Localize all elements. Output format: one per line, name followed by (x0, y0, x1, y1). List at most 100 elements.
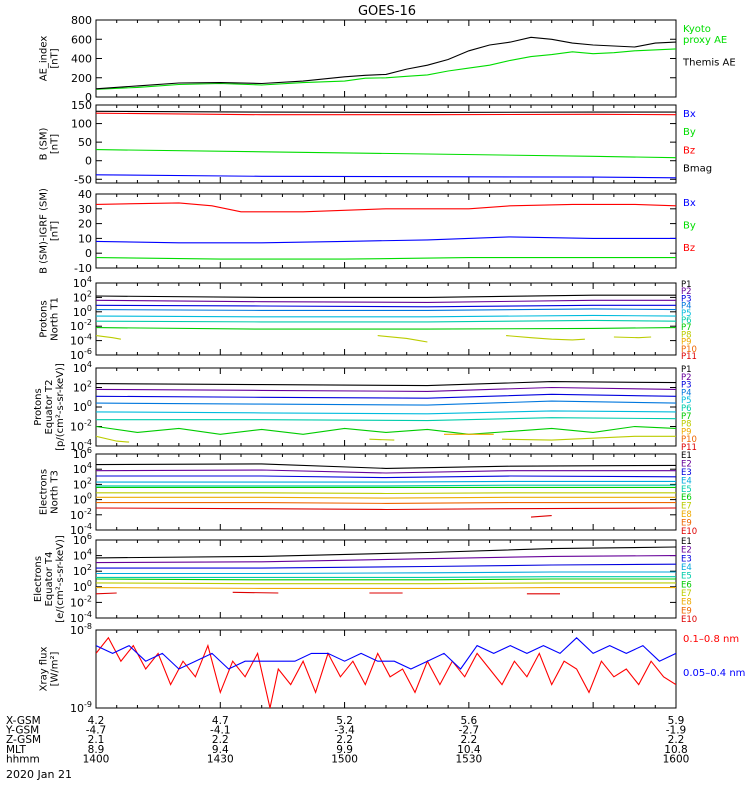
legend-P9: P9 (681, 427, 692, 437)
legend-E7: E7 (681, 502, 692, 512)
legend-0.05–0.4-nm: 0.05–0.4 nm (683, 668, 745, 679)
legend-Bmag: Bmag (683, 163, 712, 174)
legend-P1: P1 (681, 365, 692, 375)
ephemeris-value: 4.7 (212, 715, 229, 727)
ephemeris-value: 9.9 (336, 744, 353, 756)
y-tick-label: 50 (78, 136, 92, 149)
ephemeris-value: 10.8 (664, 744, 687, 756)
y-tick-label: 10-2 (70, 419, 92, 434)
series-line-P8c (501, 435, 676, 441)
ephemeris-value: 2.2 (212, 734, 229, 746)
ephemeris-value: 1530 (455, 753, 482, 765)
y-tick-label: 104 (73, 548, 92, 563)
series-line-P7 (96, 425, 676, 435)
legend-Bz: Bz (683, 145, 695, 156)
ephemeris-value: 8.9 (88, 744, 105, 756)
series-line-P2 (96, 386, 676, 392)
series-line-E5 (96, 576, 676, 578)
series-line-P1 (96, 294, 676, 298)
panel-frame-2 (95, 193, 677, 269)
legend-E1: E1 (681, 537, 692, 547)
y-tick-label: 400 (71, 53, 92, 66)
legend-By: By (683, 127, 696, 138)
y-tick-label: 100 (73, 304, 92, 319)
ephemeris-value: -4.7 (86, 725, 107, 737)
ephemeris-value: 2.2 (668, 734, 685, 746)
legend-P4: P4 (681, 302, 692, 312)
legend-P3: P3 (681, 381, 692, 391)
y-tick-label: 102 (73, 289, 92, 304)
ephemeris-value: 4.2 (88, 715, 105, 727)
series-line-P4 (96, 308, 676, 311)
series-line-P5 (96, 314, 676, 318)
series-line-E10a (96, 592, 117, 595)
series-line-Kyoto-proxy-AE (96, 48, 676, 90)
legend-Kyoto-proxy-AE: Kyoto proxy AE (683, 24, 727, 46)
y-axis-label: B (SM)-IGRF (SM)[nT] (39, 188, 61, 274)
series-line-E9 (96, 502, 676, 504)
y-tick-label: 0 (85, 91, 92, 104)
legend-P2: P2 (681, 287, 692, 297)
panel-frame-3 (95, 282, 677, 356)
series-line-0.05-0.4-nm (96, 637, 676, 670)
series-line-P2 (96, 299, 676, 303)
y-tick-label: 106 (73, 532, 92, 547)
panel-frame-4 (95, 367, 677, 447)
ephemeris-value: 9.4 (212, 744, 229, 756)
legend-Bz: Bz (683, 243, 695, 254)
series-line-E4 (96, 480, 676, 483)
ephemeris-value: 1500 (331, 753, 358, 765)
series-line-P4 (96, 400, 676, 406)
legend-E2: E2 (681, 459, 692, 469)
y-axis-label: Xray flux[W/m²] (39, 647, 61, 692)
series-line-P8 (96, 335, 121, 340)
panel-frame-0 (95, 19, 677, 98)
series-line-Bz (96, 112, 676, 116)
legend-P6: P6 (681, 404, 692, 414)
series-line-E4 (96, 571, 676, 575)
series-line-E2 (96, 469, 676, 474)
y-tick-label: 20 (78, 218, 92, 231)
y-tick-label: 10-4 (70, 333, 92, 348)
y-axis-label: ProtonsEquator T2[p/(cm²-s-sr-keV)] (33, 363, 66, 451)
series-line-E7 (96, 492, 676, 495)
legend-E7: E7 (681, 589, 692, 599)
series-line-E10b (530, 515, 552, 518)
y-tick-label: 100 (71, 118, 92, 131)
legend-P7: P7 (681, 323, 692, 333)
legend-By: By (683, 220, 696, 231)
y-axis-label: B (SM)[nT] (39, 127, 61, 160)
legend-P3: P3 (681, 294, 692, 304)
y-tick-label: 0 (85, 155, 92, 168)
legend-E1: E1 (681, 451, 692, 461)
legend-Themis-AE: Themis AE (682, 57, 736, 68)
series-line-0.1-0.8-nm (96, 636, 676, 708)
y-tick-label: 10-4 (70, 610, 92, 625)
legend-E3: E3 (681, 468, 692, 478)
legend-P6: P6 (681, 316, 692, 326)
series-line-E7 (96, 582, 676, 585)
ephemeris-value: 5.2 (336, 715, 353, 727)
ephemeris-value: -3.4 (334, 725, 355, 737)
y-tick-label: 10 (78, 232, 92, 245)
y-tick-label: 10-4 (70, 522, 92, 537)
y-tick-label: 100 (73, 579, 92, 594)
y-axis-label: ElectronsNorth T3 (39, 469, 61, 515)
ephemeris-value: 2.2 (461, 734, 478, 746)
ephemeris-label: X-GSM (6, 715, 41, 727)
series-line-E3 (96, 475, 676, 479)
y-tick-label: -50 (74, 173, 92, 186)
ephemeris-value: -1.9 (666, 725, 687, 737)
series-line-E6 (96, 578, 676, 581)
series-line-P1 (96, 381, 676, 387)
series-line-P8 (96, 435, 130, 443)
legend-P5: P5 (681, 309, 692, 319)
chart-title: GOES-16 (358, 4, 416, 19)
legend-E10: E10 (681, 527, 697, 537)
ephemeris-value: -4.1 (210, 725, 231, 737)
y-tick-label: 104 (73, 461, 92, 476)
legend-P7: P7 (681, 412, 692, 422)
ephemeris-label: MLT (6, 744, 26, 756)
ephemeris-value: 2.2 (336, 734, 353, 746)
